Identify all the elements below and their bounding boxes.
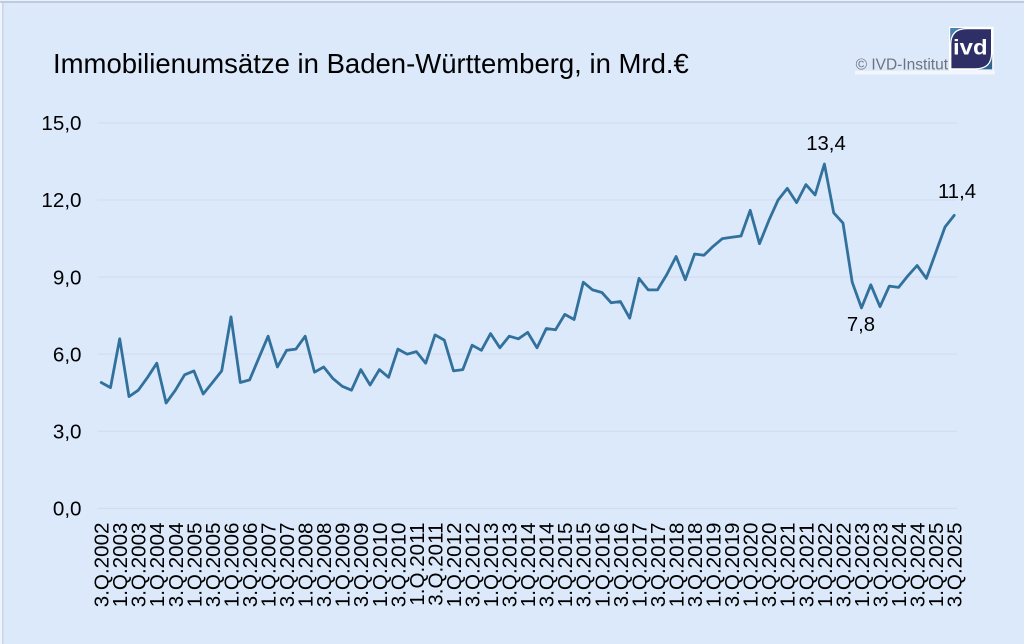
- svg-text:3.Q.2007: 3.Q.2007: [276, 523, 299, 608]
- svg-text:1.Q.2018: 1.Q.2018: [666, 523, 689, 608]
- svg-text:1.Q.2010: 1.Q.2010: [369, 523, 392, 608]
- svg-text:1.Q.2022: 1.Q.2022: [814, 523, 837, 608]
- svg-text:3.Q.2020: 3.Q.2020: [758, 523, 781, 608]
- svg-text:1.Q.2003: 1.Q.2003: [109, 523, 132, 608]
- svg-text:1.Q.2014: 1.Q.2014: [517, 523, 540, 608]
- svg-text:1.Q.2016: 1.Q.2016: [591, 523, 614, 608]
- svg-text:3.Q.2013: 3.Q.2013: [499, 523, 522, 608]
- svg-text:ivd: ivd: [953, 36, 988, 59]
- svg-text:3.Q.2019: 3.Q.2019: [721, 523, 744, 608]
- svg-text:Immobilienumsätze in Baden-Wür: Immobilienumsätze in Baden-Württemberg, …: [53, 48, 689, 79]
- svg-text:13,4: 13,4: [806, 133, 845, 155]
- svg-text:3.Q.2017: 3.Q.2017: [647, 523, 670, 608]
- svg-text:1.Q.2021: 1.Q.2021: [777, 523, 800, 608]
- svg-text:11,4: 11,4: [938, 181, 976, 203]
- svg-text:1.Q.2009: 1.Q.2009: [332, 523, 355, 608]
- svg-text:3.Q.2016: 3.Q.2016: [610, 523, 633, 608]
- svg-text:3.Q.2018: 3.Q.2018: [684, 523, 707, 608]
- svg-text:6,0: 6,0: [53, 343, 82, 366]
- svg-text:0,0: 0,0: [53, 498, 82, 521]
- svg-text:1.Q.2017: 1.Q.2017: [628, 523, 651, 608]
- svg-text:3.Q.2025: 3.Q.2025: [944, 523, 967, 608]
- svg-text:© IVD-Institut: © IVD-Institut: [856, 57, 949, 74]
- svg-text:1.Q.2011: 1.Q.2011: [406, 523, 429, 606]
- svg-text:1.Q.2005: 1.Q.2005: [183, 523, 206, 608]
- svg-text:9,0: 9,0: [53, 266, 82, 289]
- svg-text:3.Q.2004: 3.Q.2004: [165, 523, 188, 608]
- svg-text:1.Q.2008: 1.Q.2008: [295, 523, 318, 608]
- svg-text:3.Q.2012: 3.Q.2012: [462, 523, 485, 608]
- svg-text:1.Q.2006: 1.Q.2006: [220, 523, 243, 608]
- svg-text:3.Q.2008: 3.Q.2008: [313, 523, 336, 608]
- svg-text:12,0: 12,0: [41, 189, 81, 212]
- svg-text:3.Q.2005: 3.Q.2005: [202, 523, 225, 608]
- svg-text:3.Q.2010: 3.Q.2010: [387, 523, 410, 608]
- svg-text:1.Q.2013: 1.Q.2013: [480, 523, 503, 608]
- svg-text:3.Q.2023: 3.Q.2023: [869, 523, 892, 608]
- svg-text:3.Q.2014: 3.Q.2014: [536, 523, 559, 608]
- svg-text:1.Q.2019: 1.Q.2019: [703, 523, 726, 608]
- svg-text:3.Q.2015: 3.Q.2015: [573, 523, 596, 608]
- svg-text:3.Q.2006: 3.Q.2006: [239, 523, 262, 608]
- svg-text:3.Q.2011: 3.Q.2011: [424, 523, 447, 606]
- svg-text:15,0: 15,0: [41, 112, 81, 135]
- svg-text:3.Q.2022: 3.Q.2022: [832, 523, 855, 608]
- svg-text:3.Q.2024: 3.Q.2024: [907, 523, 930, 608]
- svg-text:1.Q.2012: 1.Q.2012: [443, 523, 466, 608]
- svg-text:3.Q.2009: 3.Q.2009: [350, 523, 373, 608]
- svg-text:1.Q.2020: 1.Q.2020: [740, 523, 763, 608]
- svg-text:1.Q.2015: 1.Q.2015: [554, 523, 577, 608]
- svg-text:3.Q.2003: 3.Q.2003: [128, 523, 151, 608]
- svg-text:1.Q.2007: 1.Q.2007: [258, 523, 281, 608]
- svg-text:1.Q.2023: 1.Q.2023: [851, 523, 874, 608]
- svg-text:1.Q.2024: 1.Q.2024: [888, 523, 911, 608]
- svg-text:1.Q.2025: 1.Q.2025: [925, 523, 948, 608]
- svg-text:3,0: 3,0: [53, 421, 82, 444]
- svg-text:3.Q.2002: 3.Q.2002: [91, 523, 114, 608]
- svg-text:7,8: 7,8: [847, 314, 875, 336]
- svg-text:1.Q.2004: 1.Q.2004: [146, 523, 169, 608]
- svg-text:3.Q.2021: 3.Q.2021: [795, 523, 818, 608]
